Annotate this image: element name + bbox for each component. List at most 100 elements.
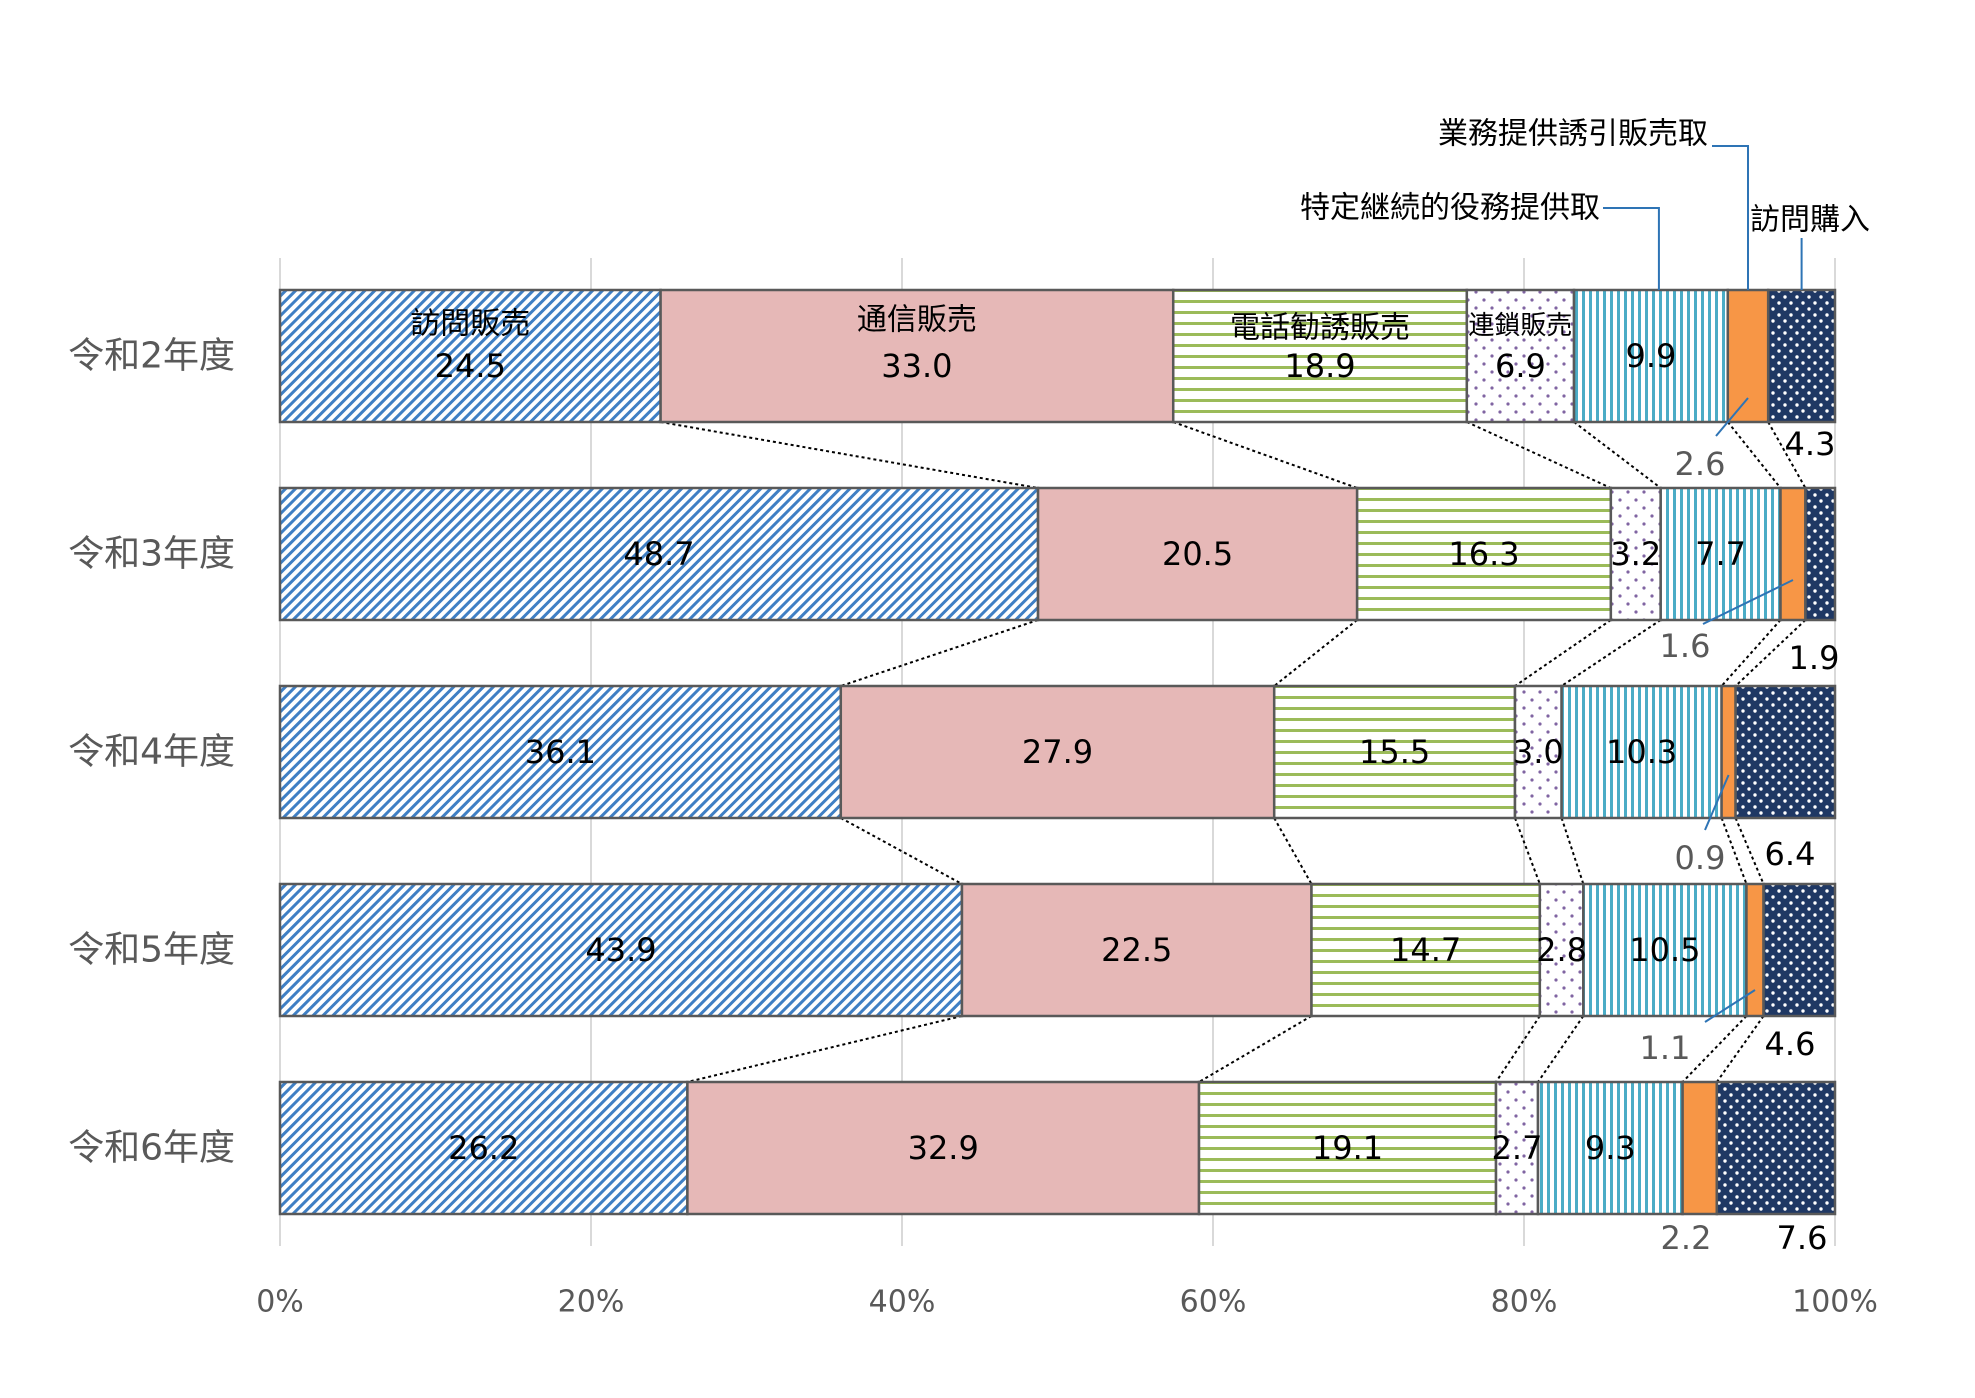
bar-segment-gyomu-teikyo-yuin bbox=[1720, 684, 1737, 820]
connector-line bbox=[1466, 421, 1612, 489]
connector-line bbox=[1681, 1015, 1748, 1083]
bar-segment-tsushin-hanbai bbox=[686, 1080, 1201, 1216]
data-label: 19.1 bbox=[1312, 1129, 1383, 1167]
bar-segment-tokutei-keizoku-ekimu bbox=[1659, 486, 1782, 622]
callout-line bbox=[1712, 145, 1750, 290]
data-label: 9.3 bbox=[1585, 1129, 1636, 1167]
data-label: 3.2 bbox=[1610, 535, 1661, 573]
data-label: 6.9 bbox=[1495, 347, 1546, 385]
series-name-label: 電話勧誘販売 bbox=[1230, 311, 1410, 346]
connector-line bbox=[1273, 817, 1313, 885]
data-label: 43.9 bbox=[585, 931, 656, 969]
connector-line bbox=[660, 421, 1039, 489]
x-tick-label: 60% bbox=[1180, 1285, 1247, 1320]
leader-line bbox=[1704, 774, 1730, 831]
connector-line bbox=[1727, 421, 1782, 489]
connector-line bbox=[1561, 619, 1662, 687]
data-label-small: 6.4 bbox=[1765, 835, 1816, 873]
data-label-small: 1.1 bbox=[1640, 1029, 1691, 1067]
data-label: 27.9 bbox=[1022, 733, 1093, 771]
category-label: 令和5年度 bbox=[68, 930, 235, 971]
bar-segment-gyomu-teikyo-yuin bbox=[1779, 486, 1807, 622]
data-label: 26.2 bbox=[448, 1129, 519, 1167]
connector-line bbox=[687, 1015, 963, 1083]
bar-segment-houmon-hanbai bbox=[278, 1080, 689, 1216]
connector-line bbox=[840, 619, 1039, 687]
connector-line bbox=[1720, 619, 1782, 687]
data-label-small: 7.6 bbox=[1777, 1219, 1828, 1257]
connector-line bbox=[1560, 817, 1585, 885]
data-label-small: 4.3 bbox=[1785, 425, 1836, 463]
data-label: 18.9 bbox=[1284, 347, 1355, 385]
bar-segment-gyomu-teikyo-yuin bbox=[1681, 1080, 1719, 1216]
bar-segment-tokutei-keizoku-ekimu bbox=[1536, 1080, 1684, 1216]
bar-segment-gyomu-teikyo-yuin bbox=[1726, 288, 1770, 424]
data-label: 32.9 bbox=[908, 1129, 979, 1167]
data-label: 20.5 bbox=[1162, 535, 1233, 573]
series-name-label: 訪問販売 bbox=[410, 307, 530, 342]
data-label-small: 4.6 bbox=[1765, 1025, 1816, 1063]
leader-line bbox=[1704, 989, 1756, 1023]
connector-line bbox=[1537, 1015, 1585, 1083]
bar-segment-houmon-kounyu bbox=[1715, 1080, 1837, 1216]
data-label: 3.0 bbox=[1513, 733, 1564, 771]
category-label: 令和4年度 bbox=[68, 732, 235, 773]
data-label: 2.8 bbox=[1536, 931, 1587, 969]
category-label: 令和6年度 bbox=[68, 1128, 235, 1169]
data-label-small: 2.2 bbox=[1661, 1219, 1712, 1257]
bar-segment-denwa-kanyu-hanbai bbox=[1310, 882, 1542, 1018]
data-label: 33.0 bbox=[881, 347, 952, 385]
bar-segment-tsushin-hanbai bbox=[659, 288, 1175, 424]
bar-segment-denwa-kanyu-hanbai bbox=[1355, 486, 1613, 622]
bar-segment-gyomu-teikyo-yuin bbox=[1745, 882, 1765, 1018]
bar-segment-rensa-hanbai bbox=[1465, 288, 1576, 424]
bar-segment-houmon-kounyu bbox=[1734, 684, 1837, 820]
data-label-small: 1.9 bbox=[1789, 639, 1840, 677]
callout-label: 特定継続的役務提供取 bbox=[1300, 191, 1600, 226]
bar-segment-houmon-hanbai bbox=[278, 684, 843, 820]
bar-segment-rensa-hanbai bbox=[1609, 486, 1662, 622]
bar-segment-denwa-kanyu-hanbai bbox=[1171, 288, 1469, 424]
data-label: 15.5 bbox=[1359, 733, 1430, 771]
connector-line bbox=[1514, 817, 1541, 885]
leader-line bbox=[1715, 397, 1749, 437]
connector-line bbox=[1767, 421, 1807, 489]
data-label: 10.3 bbox=[1606, 733, 1677, 771]
connector-line bbox=[1198, 1015, 1312, 1083]
leader-line bbox=[1702, 579, 1794, 625]
data-label-small: 1.6 bbox=[1660, 627, 1711, 665]
data-label: 24.5 bbox=[435, 347, 506, 385]
data-label: 10.5 bbox=[1629, 931, 1700, 969]
bar-segment-tokutei-keizoku-ekimu bbox=[1560, 684, 1723, 820]
callout-label: 訪問購入 bbox=[1750, 203, 1870, 238]
series-name-label: 連鎖販売 bbox=[1468, 311, 1572, 341]
data-label: 9.9 bbox=[1625, 337, 1676, 375]
bar-segment-houmon-kounyu bbox=[1766, 288, 1837, 424]
bar-segment-denwa-kanyu-hanbai bbox=[1272, 684, 1517, 820]
x-tick-label: 80% bbox=[1491, 1285, 1558, 1320]
bar-segment-tokutei-keizoku-ekimu bbox=[1572, 288, 1730, 424]
bar-segment-houmon-kounyu bbox=[1804, 486, 1837, 622]
bar-segment-denwa-kanyu-hanbai bbox=[1197, 1080, 1498, 1216]
connector-line bbox=[1514, 619, 1612, 687]
data-label: 36.1 bbox=[525, 733, 596, 771]
connector-line bbox=[1273, 619, 1358, 687]
connector-line bbox=[840, 817, 963, 885]
x-tick-label: 0% bbox=[256, 1285, 304, 1320]
bar-segment-houmon-hanbai bbox=[278, 486, 1040, 622]
callout-line bbox=[1603, 207, 1660, 290]
connector-line bbox=[1495, 1015, 1541, 1083]
connector-line bbox=[1573, 421, 1662, 489]
data-label: 16.3 bbox=[1448, 535, 1519, 573]
category-label: 令和3年度 bbox=[68, 534, 235, 575]
x-tick-label: 40% bbox=[869, 1285, 936, 1320]
data-label: 7.7 bbox=[1695, 535, 1746, 573]
series-name-label: 通信販売 bbox=[857, 303, 977, 338]
bar-segment-houmon-kounyu bbox=[1762, 882, 1837, 1018]
category-label: 令和2年度 bbox=[68, 336, 235, 377]
data-label: 2.7 bbox=[1492, 1129, 1543, 1167]
data-label: 14.7 bbox=[1390, 931, 1461, 969]
data-label-small: 0.9 bbox=[1675, 839, 1726, 877]
data-label-small: 2.6 bbox=[1675, 445, 1726, 483]
